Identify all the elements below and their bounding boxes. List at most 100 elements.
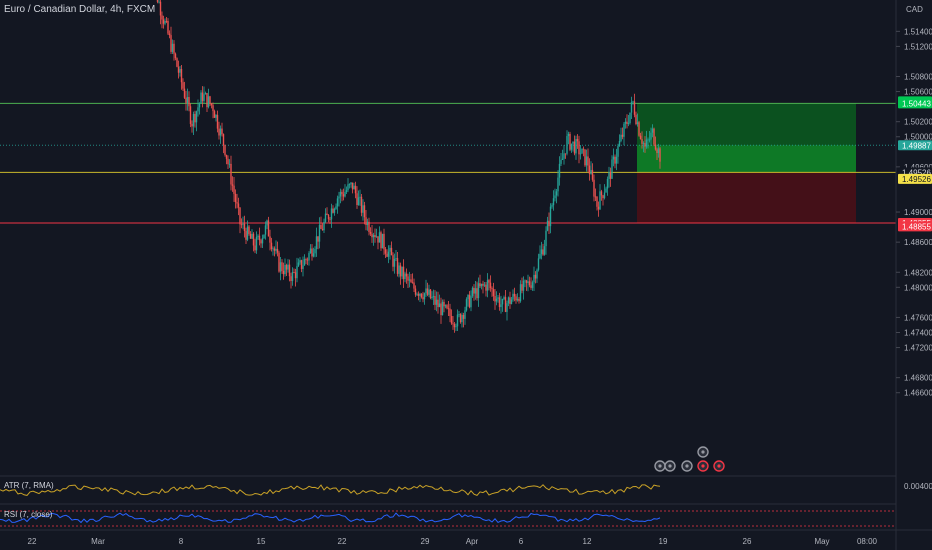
candle-body [611, 159, 613, 179]
candle-body [179, 68, 181, 73]
candle-body [543, 246, 546, 255]
candle-body [321, 228, 324, 231]
candle-body [255, 236, 258, 251]
candle-body [618, 140, 621, 146]
candle-body [195, 111, 198, 123]
candle-body [167, 21, 169, 34]
candle-body [647, 139, 649, 141]
candle-body [330, 208, 333, 220]
candle-body [428, 289, 430, 295]
candle-body [183, 88, 186, 98]
candle-body [479, 283, 481, 287]
candle-body [270, 242, 273, 250]
candle-body [431, 297, 433, 299]
candle-body [572, 141, 574, 144]
candle-body [614, 156, 616, 164]
price-axis[interactable]: 1.51400 1.51200 1.50800 1.50600 1.50200 1.500… [896, 27, 932, 398]
price-tick-label: 1.47600 [904, 313, 932, 322]
candle-body [264, 225, 267, 235]
atr-value: 0.00400 [904, 482, 932, 491]
candle-body [654, 144, 657, 150]
candle-body [410, 279, 412, 283]
candle-body [612, 156, 615, 160]
candle-body [489, 282, 492, 288]
candle-body [495, 298, 498, 302]
time-tick-label: 12 [583, 537, 592, 546]
candle-body [287, 264, 289, 270]
horizontal-lines[interactable] [0, 102, 896, 224]
candle-body [414, 288, 417, 295]
candle-body [440, 303, 442, 316]
candle-body [651, 128, 654, 133]
candle-body [581, 148, 583, 154]
candle-body [551, 205, 553, 207]
candle-body [554, 195, 556, 199]
candle-body [498, 297, 501, 308]
candle-body [638, 122, 640, 136]
candle-body [533, 274, 535, 283]
economic-events[interactable] [654, 446, 725, 472]
time-tick-label: 6 [519, 537, 524, 546]
candle-body [318, 224, 321, 242]
time-tick-label: Mar [91, 537, 105, 546]
candle-body [416, 293, 418, 295]
candle-body [378, 232, 381, 243]
loss-zone[interactable] [637, 172, 856, 223]
time-axis[interactable]: 22 Mar 8 15 22 29 Apr 6 12 19 26 May 08:00 [28, 537, 878, 546]
candle-body [188, 96, 190, 107]
candle-body [249, 233, 252, 239]
candle-body [176, 58, 178, 67]
candle-body [261, 238, 264, 244]
candle-body [212, 105, 214, 112]
candle-body [563, 153, 565, 159]
candle-body [531, 282, 534, 288]
candle-body [443, 301, 445, 307]
candle-body [503, 297, 505, 299]
time-tick-label: 8 [179, 537, 184, 546]
candle-body [506, 303, 508, 312]
candle-body [534, 274, 537, 279]
candle-body [246, 226, 249, 240]
candle-body [326, 213, 328, 216]
candle-body [339, 191, 342, 197]
candle-body [305, 259, 307, 260]
candle-body [222, 134, 225, 146]
current-profit-zone[interactable] [637, 145, 856, 173]
time-tick-label: May [814, 537, 829, 546]
candle-body [275, 248, 277, 251]
atr-pane[interactable]: 0.00400 [0, 482, 932, 496]
candle-body [453, 323, 456, 328]
candle-body [639, 135, 642, 140]
candle-body [191, 123, 193, 127]
candle-body [182, 82, 184, 89]
candle-body [512, 293, 514, 300]
candle-body [375, 236, 378, 238]
candle-body [419, 293, 421, 296]
candle-body [291, 271, 294, 281]
candle-body [194, 113, 196, 123]
candle-body [579, 153, 582, 155]
long-position-tool[interactable] [637, 103, 856, 223]
candle-body [320, 224, 322, 229]
candle-body [186, 96, 189, 103]
candle-body [204, 93, 207, 95]
candle-body [185, 97, 187, 103]
candle-body [281, 262, 283, 271]
candle-body [524, 280, 526, 282]
candle-body [578, 141, 580, 155]
candle-body [552, 198, 555, 206]
candle-body [290, 276, 292, 281]
rsi-pane[interactable] [0, 510, 896, 527]
candle-body [621, 134, 624, 137]
candle-body [437, 299, 439, 308]
candle-body [170, 35, 172, 52]
chart-title: Euro / Canadian Dollar, 4h, FXCM [4, 4, 155, 15]
candle-body [345, 190, 348, 192]
candle-body [408, 279, 411, 281]
candle-body [404, 273, 406, 280]
candlestick-series [156, 0, 661, 333]
candle-body [597, 206, 600, 210]
candle-body [324, 213, 327, 222]
price-tag-label: 1.49526 [902, 175, 931, 184]
